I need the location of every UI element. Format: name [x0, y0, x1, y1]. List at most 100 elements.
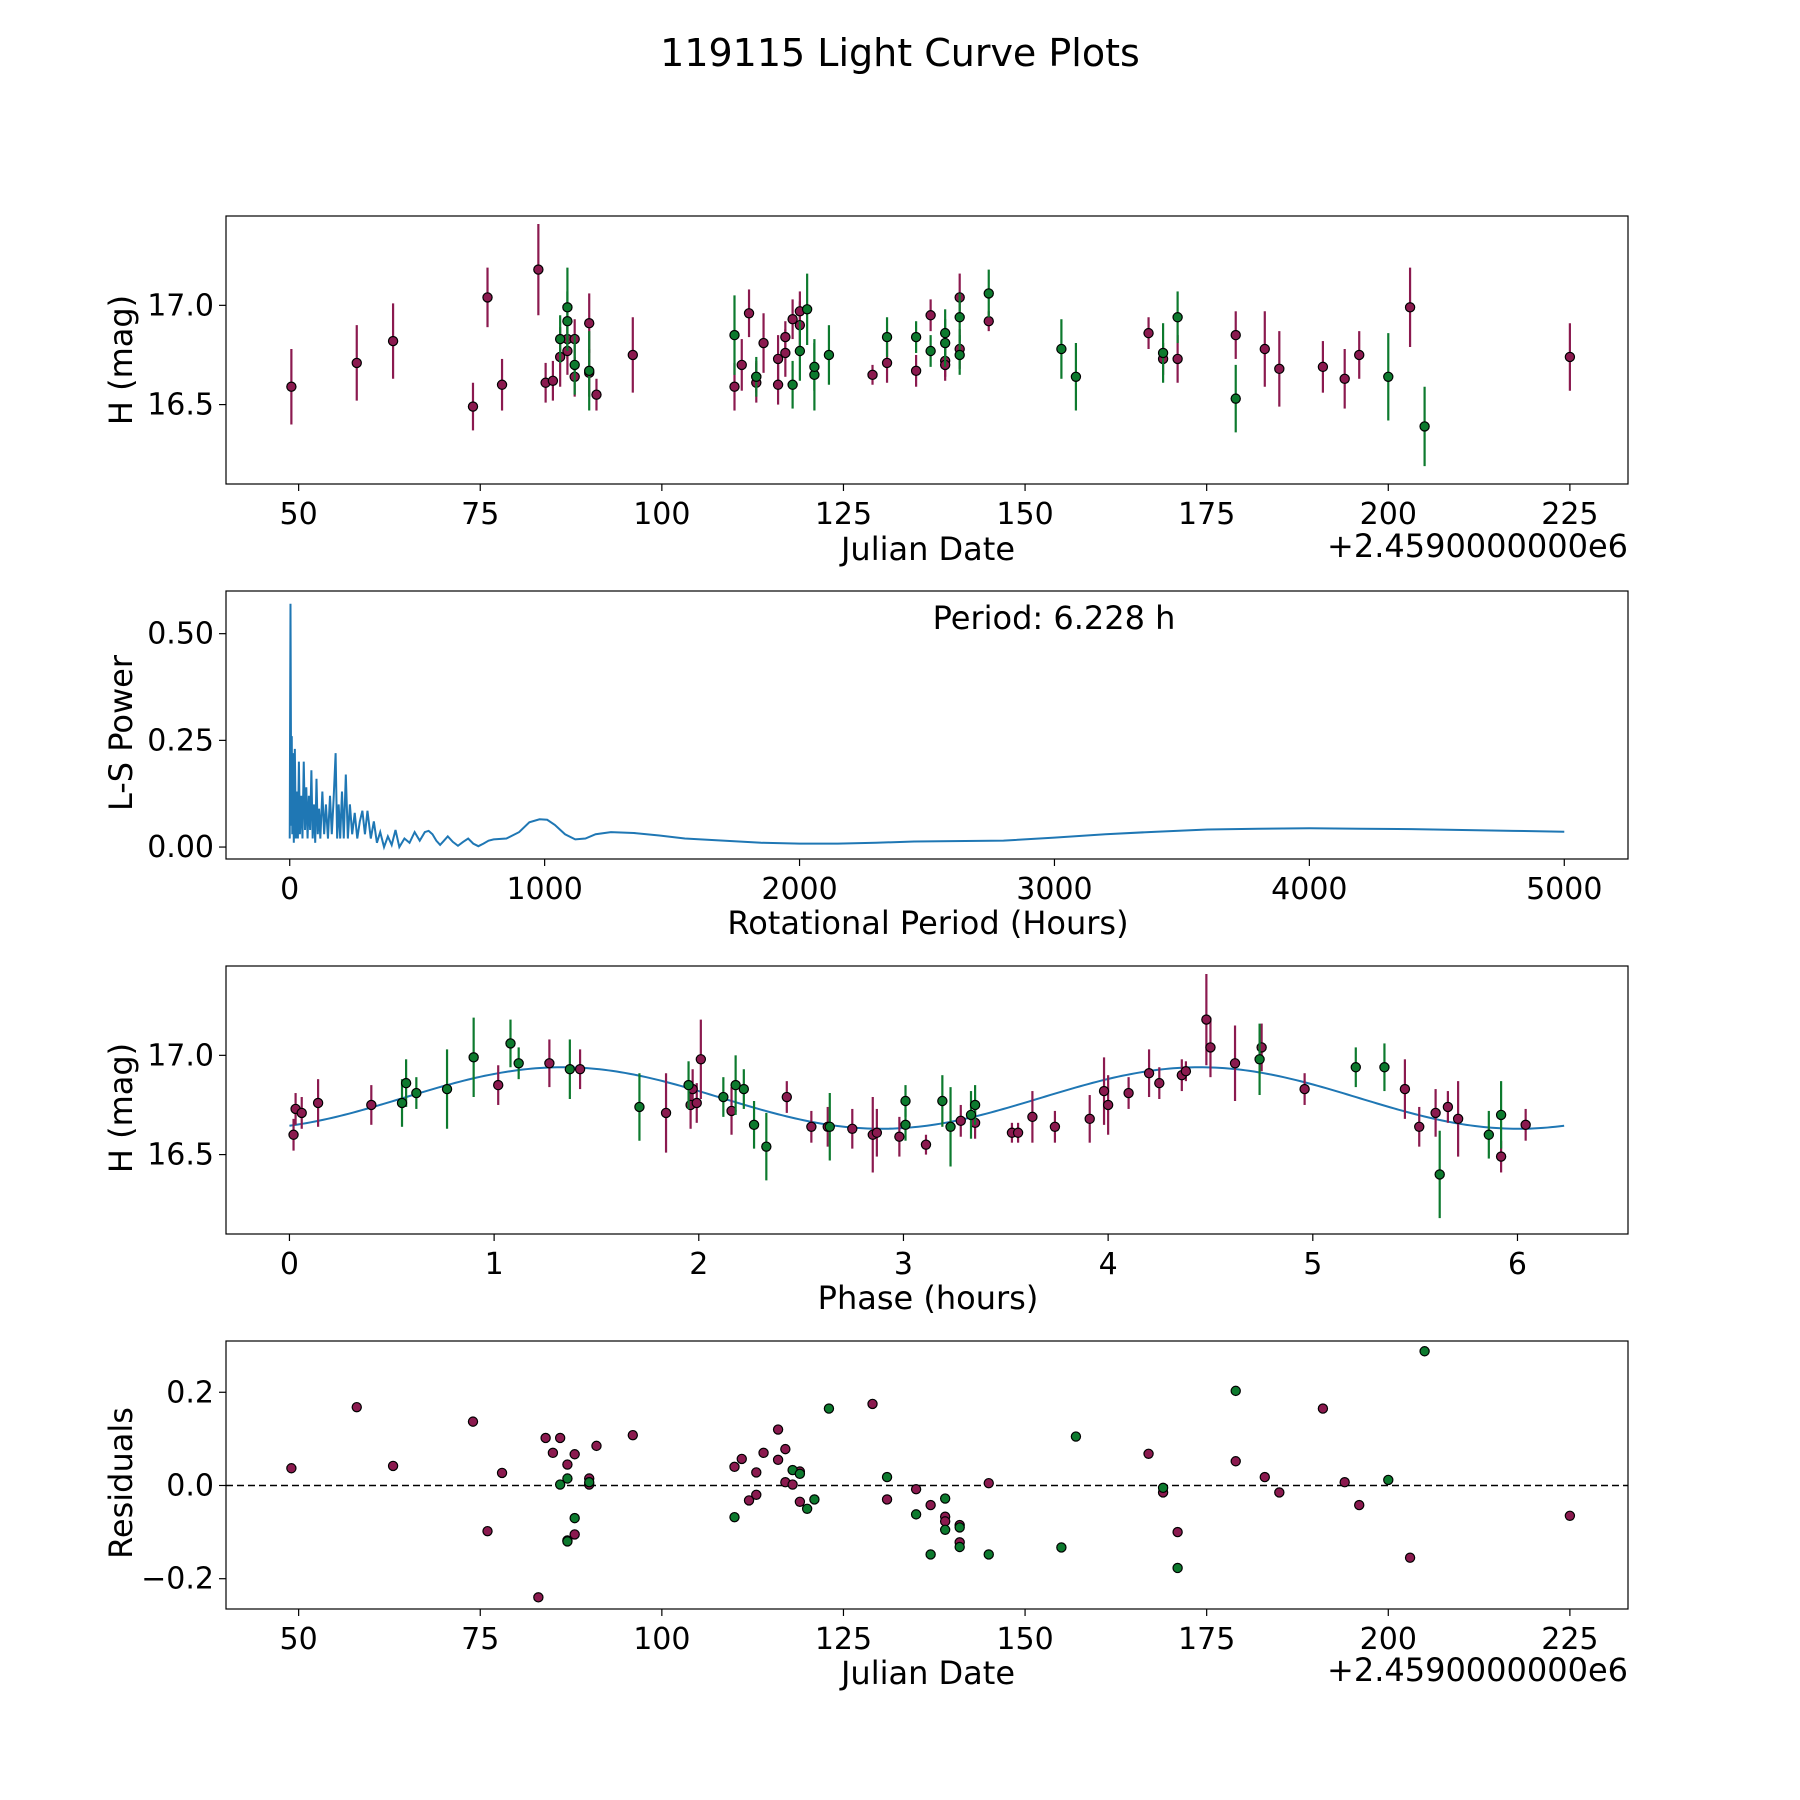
phase-point — [1434, 1169, 1445, 1180]
phase-point — [411, 1087, 422, 1099]
resid-point — [751, 1489, 762, 1501]
lc-point — [729, 329, 740, 341]
resid-point — [743, 1495, 755, 1506]
ls-x-tick-label: 0 — [280, 872, 299, 907]
resid-point — [867, 1398, 878, 1410]
resid-point — [1157, 1482, 1169, 1494]
resid-point — [787, 1479, 798, 1490]
ls-x-tick-label: 1000 — [506, 872, 582, 907]
lc-point — [758, 337, 769, 349]
phase-point — [1049, 1121, 1061, 1133]
phase-point — [1123, 1087, 1134, 1099]
resid-point — [1404, 1552, 1416, 1563]
phase-point — [1520, 1119, 1531, 1131]
lc-point — [787, 379, 798, 390]
resid-y-tick-label: 0.2 — [166, 1375, 214, 1410]
lc-point — [387, 335, 399, 347]
ls-x-tick-label: 5000 — [1526, 872, 1602, 907]
phase-point — [1256, 1042, 1267, 1053]
lc-x-tick-label: 225 — [1541, 497, 1598, 532]
lc-point — [584, 365, 595, 377]
phase-point — [441, 1083, 453, 1095]
figure-title: 119115 Light Curve Plots — [660, 31, 1140, 75]
resid-point — [954, 1522, 965, 1533]
residuals-xlabel: Julian Date — [839, 1654, 1015, 1692]
resid-point — [881, 1471, 893, 1483]
lc-x-tick-label: 175 — [1178, 497, 1235, 532]
resid-point — [1230, 1385, 1241, 1397]
phase-point — [493, 1079, 504, 1091]
resid-x-tick-label: 200 — [1360, 1622, 1417, 1657]
light-curve-ylabel: H (mag) — [102, 295, 140, 425]
resid-point — [939, 1524, 951, 1535]
resid-point — [562, 1473, 573, 1484]
resid-point — [939, 1493, 951, 1504]
resid-point — [794, 1468, 806, 1480]
lc-point — [772, 379, 784, 390]
phase-point — [1379, 1062, 1390, 1073]
resid-point — [1230, 1456, 1241, 1467]
lc-point — [627, 349, 638, 361]
resid-y-tick-label: 0.0 — [166, 1468, 214, 1503]
resid-point — [1143, 1448, 1154, 1459]
lc-point — [910, 331, 922, 343]
lc-point — [547, 375, 559, 386]
resid-x-tick-label: 100 — [633, 1622, 690, 1657]
resid-x-tick-label: 175 — [1178, 1622, 1235, 1657]
phase-point — [396, 1097, 408, 1109]
lc-x-tick-label: 125 — [815, 497, 872, 532]
lc-point — [1056, 343, 1067, 355]
resid-point — [954, 1541, 965, 1553]
lc-point — [1259, 343, 1270, 355]
phase-panel: H (mag) Phase (hours) 0 1 2 3 4 5 6 16.5 17.0 — [102, 965, 1629, 1317]
phase-point — [366, 1099, 377, 1111]
lc-point — [533, 264, 544, 275]
phase-point — [718, 1091, 729, 1103]
phase-point — [1495, 1109, 1507, 1121]
phase-point — [1350, 1062, 1361, 1073]
resid-x-tick-label: 150 — [996, 1622, 1053, 1657]
phase-point — [1027, 1111, 1038, 1123]
lc-x-tick-label: 200 — [1360, 497, 1417, 532]
phase-y-tick-label: 16.5 — [147, 1138, 214, 1173]
resid-point — [1070, 1431, 1082, 1442]
phase-point — [1399, 1083, 1411, 1095]
resid-point — [823, 1403, 835, 1414]
resid-point — [925, 1499, 936, 1511]
lc-point — [1354, 349, 1365, 361]
ls-axes-frame — [225, 590, 1629, 860]
ls-y-tick-label: 0.50 — [147, 617, 214, 652]
phase-point — [1012, 1127, 1024, 1138]
lc-point — [554, 333, 566, 345]
period-annotation: Period: 6.228 h — [933, 599, 1176, 637]
lc-point — [983, 316, 994, 327]
lc-point — [562, 302, 573, 313]
resid-point — [1259, 1471, 1270, 1483]
phase-point — [1201, 1014, 1212, 1025]
resid-point — [925, 1549, 936, 1560]
resid-point — [758, 1447, 769, 1459]
lc-point — [1143, 327, 1154, 339]
ls-power-line — [288, 603, 1565, 851]
phase-point — [871, 1127, 883, 1138]
phase-y-tick-label: 17.0 — [147, 1038, 214, 1073]
phase-x-tick-label: 3 — [894, 1247, 913, 1282]
lc-point — [939, 327, 951, 339]
phase-point — [505, 1038, 516, 1049]
phase-point — [1205, 1042, 1216, 1053]
resid-point — [591, 1440, 602, 1452]
resid-point — [729, 1461, 740, 1473]
phase-point — [1483, 1129, 1495, 1140]
ls-y-tick-label: 0.25 — [147, 723, 214, 758]
phase-point — [781, 1091, 793, 1103]
residuals-panel: Residuals Julian Date +2.4590000000e6 50… — [102, 1340, 1629, 1692]
lc-point — [823, 349, 835, 361]
lc-point — [1157, 347, 1169, 359]
phase-point — [806, 1121, 817, 1133]
phase-point — [730, 1079, 741, 1091]
phase-point — [1154, 1077, 1165, 1089]
phase-point — [634, 1101, 645, 1113]
lc-point — [780, 347, 791, 359]
phase-point — [761, 1141, 772, 1152]
lc-point — [736, 359, 747, 371]
